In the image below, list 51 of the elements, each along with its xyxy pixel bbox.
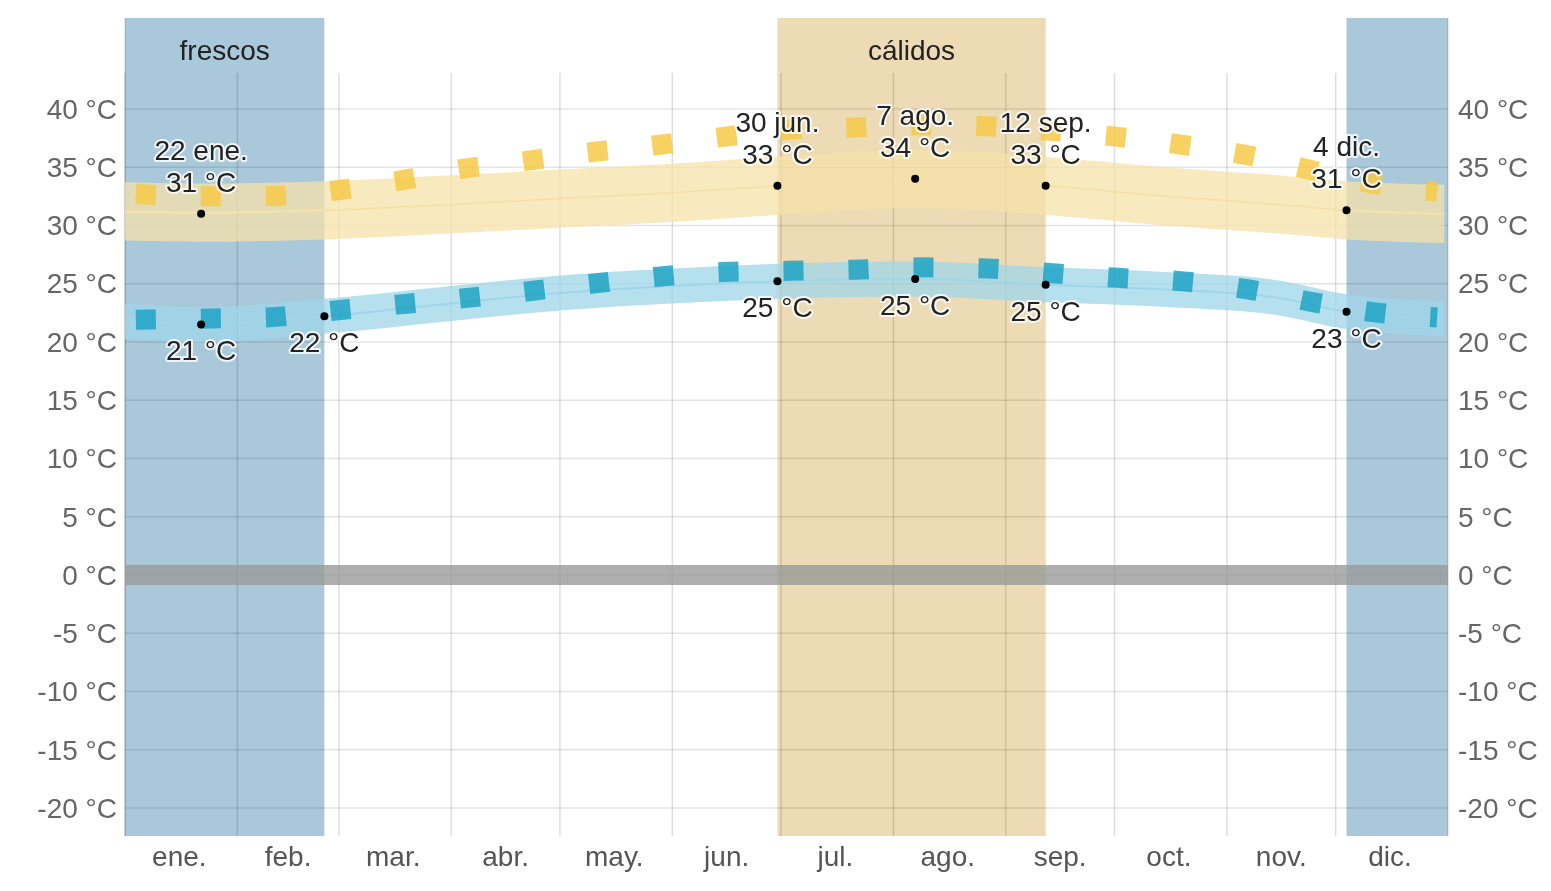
y-tick-label: 30 °C — [46, 210, 117, 242]
y-tick-label: 15 °C — [46, 385, 117, 416]
y2-tick-label: -15 °C — [1458, 734, 1538, 766]
x-tick-label: nov. — [1255, 841, 1307, 872]
y-tick-label: -10 °C — [37, 676, 117, 708]
y2-tick-label: 30 °C — [1458, 210, 1529, 242]
annotation: 22 ene. 31 °C — [154, 134, 248, 198]
x-tick-label: sep. — [1033, 841, 1087, 872]
y2-tick-label: 40 °C — [1458, 93, 1529, 125]
y-tick-label: 0 °C — [62, 559, 117, 591]
y2-tick-label: -10 °C — [1458, 676, 1538, 708]
y-tick-label: -15 °C — [37, 734, 117, 766]
x-tick-label: ago. — [920, 841, 976, 872]
y-tick-label: 10 °C — [46, 443, 117, 475]
annotation: 25 °C — [880, 290, 951, 322]
annotation: 7 ago. 34 °C — [876, 99, 955, 163]
x-tick-label: may. — [585, 841, 644, 872]
band-label: frescos — [179, 35, 270, 66]
x-tick-label: dic. — [1368, 841, 1412, 872]
annotation: 4 dic. 31 °C — [1311, 131, 1382, 195]
y-tick-label: -20 °C — [37, 792, 117, 824]
y2-tick-label: 35 °C — [1458, 151, 1529, 183]
y2-tick-label: 20 °C — [1458, 326, 1529, 358]
y2-tick-label: 5 °C — [1458, 501, 1513, 533]
annotation: 25 °C — [742, 292, 813, 324]
x-tick-label: oct. — [1146, 841, 1192, 872]
x-tick-label: jun. — [703, 841, 750, 872]
annotation: 22 °C — [289, 327, 360, 359]
y2-tick-label: 15 °C — [1458, 385, 1529, 416]
y-tick-label: 20 °C — [46, 326, 117, 358]
y2-tick-label: -20 °C — [1458, 792, 1538, 824]
x-tick-label: mar. — [365, 841, 421, 872]
band-label: cálidos — [867, 35, 956, 66]
annotation: 23 °C — [1311, 322, 1382, 354]
x-tick-label: ene. — [152, 841, 207, 872]
y-tick-label: -5 °C — [52, 618, 117, 650]
y-tick-label: 25 °C — [46, 268, 117, 300]
x-tick-label: abr. — [482, 841, 529, 872]
annotation: 12 sep. 33 °C — [999, 106, 1092, 170]
y-tick-label: 35 °C — [46, 151, 117, 183]
annotation: 21 °C — [165, 335, 237, 367]
y2-tick-label: -5 °C — [1458, 618, 1523, 650]
x-tick-label: feb. — [264, 841, 312, 872]
x-tick-label: jul. — [816, 841, 854, 872]
y2-tick-label: 10 °C — [1458, 443, 1529, 475]
y2-tick-label: 0 °C — [1458, 559, 1513, 591]
annotation: 25 °C — [1010, 295, 1081, 327]
y-tick-label: 40 °C — [46, 93, 117, 125]
annotation: 30 jun. 33 °C — [735, 106, 820, 170]
y2-tick-label: 25 °C — [1458, 268, 1529, 300]
y-tick-label: 5 °C — [62, 501, 117, 533]
